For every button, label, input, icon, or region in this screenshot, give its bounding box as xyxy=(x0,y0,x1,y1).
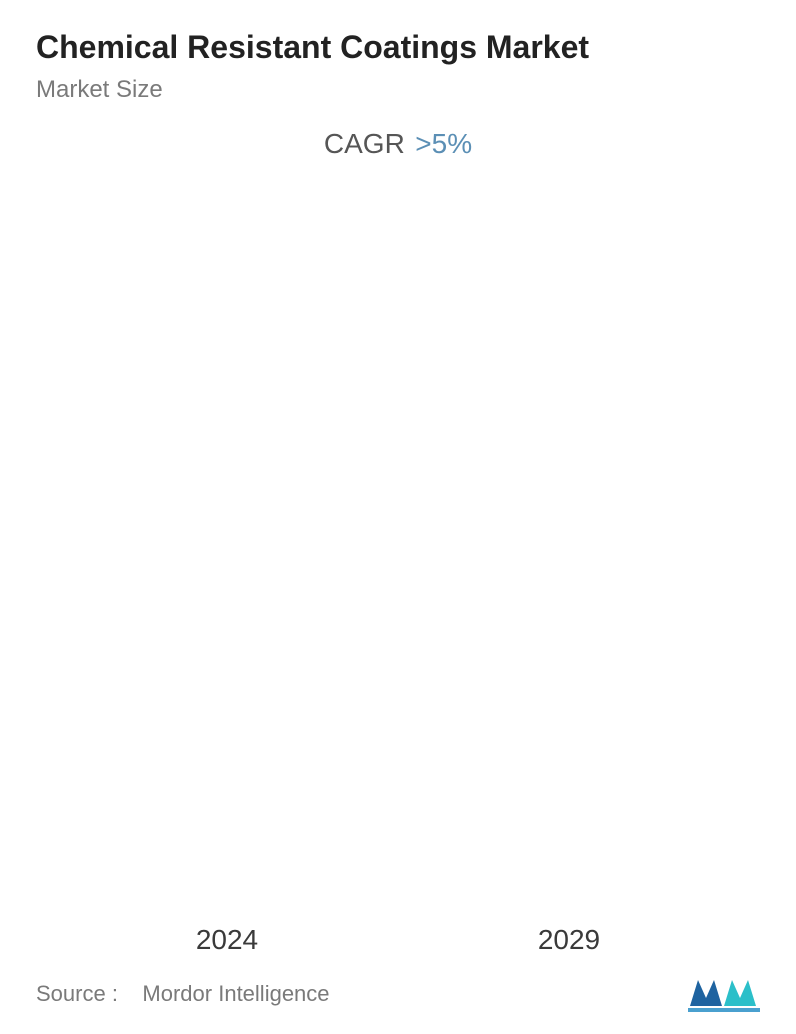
logo-icon xyxy=(688,974,760,1014)
brand-logo xyxy=(688,974,760,1014)
x-tick: 2029 xyxy=(439,924,699,956)
x-tick: 2024 xyxy=(97,924,357,956)
cagr-value: >5% xyxy=(415,128,472,159)
bars-container xyxy=(56,210,740,910)
x-tick-labels: 2024 2029 xyxy=(56,924,740,956)
page: Chemical Resistant Coatings Market Marke… xyxy=(0,0,796,1034)
cagr-label: CAGR xyxy=(324,128,405,159)
source-value: Mordor Intelligence xyxy=(142,981,329,1006)
source-line: Source : Mordor Intelligence xyxy=(36,981,330,1007)
chart-subtitle: Market Size xyxy=(36,76,760,104)
footer: Source : Mordor Intelligence xyxy=(36,966,760,1014)
source-label: Source : xyxy=(36,981,118,1006)
bar-chart: 2024 2029 xyxy=(56,170,740,966)
chart-title: Chemical Resistant Coatings Market xyxy=(36,28,760,66)
cagr-row: CAGR >5% xyxy=(36,128,760,160)
